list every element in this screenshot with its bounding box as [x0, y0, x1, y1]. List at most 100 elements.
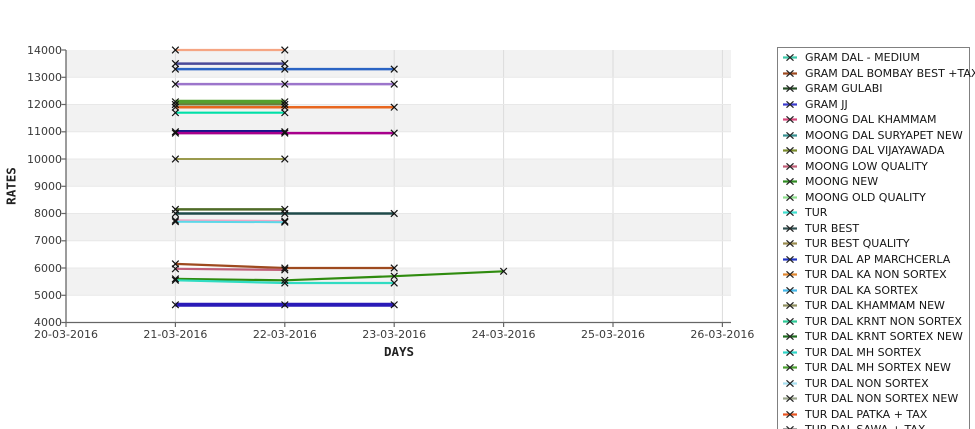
- y-tick-label: 11000: [27, 125, 62, 139]
- legend-item: GRAM GULABI: [782, 81, 969, 97]
- point-marker-x-icon: [171, 108, 180, 117]
- point-marker-x-icon: [281, 209, 289, 218]
- legend-marker-x-icon: [783, 100, 797, 108]
- legend-item-label: GRAM DAL - MEDIUM: [805, 51, 920, 65]
- point-marker-x-icon: [171, 209, 180, 218]
- y-tick-label: 14000: [27, 43, 62, 57]
- legend-item-label: MOONG LOW QUALITY: [805, 159, 928, 173]
- y-tick-label: 5000: [34, 288, 62, 302]
- legend-item-label: TUR BEST QUALITY: [805, 237, 910, 251]
- legend-marker-x-icon: [783, 131, 797, 139]
- plot-band: [66, 50, 731, 78]
- legend-item-label: TUR: [805, 206, 828, 220]
- point-marker-x-icon: [281, 129, 289, 137]
- plot-band: [66, 159, 731, 187]
- series-line: [175, 270, 504, 282]
- legend-item: TUR DAL MH SORTEX NEW: [782, 360, 969, 376]
- point-marker-x-icon: [171, 103, 180, 111]
- legend-marker-x-icon: [783, 209, 797, 217]
- point-marker-x-icon: [171, 100, 180, 109]
- point-marker-x-icon: [281, 217, 289, 225]
- point-marker-x-icon: [281, 98, 289, 106]
- point-marker-x-icon: [390, 65, 398, 73]
- point-marker-x-icon: [171, 275, 180, 283]
- y-tick-label: 4000: [34, 316, 62, 329]
- y-tick-label: 6000: [34, 261, 62, 275]
- legend-item-label: MOONG DAL KHAMMAM: [805, 113, 937, 127]
- legend-marker-x-icon: [783, 116, 797, 124]
- legend-item: TUR DAL SAWA + TAX: [782, 422, 969, 429]
- legend-marker-x-icon: [783, 395, 797, 403]
- x-tick-label: 21-03-2016: [143, 328, 208, 341]
- legend-item: MOONG DAL KHAMMAM: [782, 112, 969, 128]
- legend-item-label: TUR BEST: [805, 221, 860, 235]
- legend-item: TUR DAL KA NON SORTEX: [782, 267, 969, 283]
- plot-band: [66, 104, 731, 132]
- legend-item: TUR DAL MH SORTEX: [782, 345, 969, 361]
- legend-marker-x-icon: [783, 85, 797, 93]
- point-marker-x-icon: [171, 59, 180, 68]
- point-marker-x-icon: [281, 279, 289, 287]
- point-marker-x-icon: [281, 100, 289, 109]
- legend-item-label: TUR DAL KA SORTEX: [805, 283, 919, 297]
- legend-item: TUR DAL PATKA + TAX: [782, 407, 969, 423]
- legend-item: TUR DAL KRNT NON SORTEX: [782, 314, 969, 330]
- x-tick-label: 20-03-2016: [34, 328, 98, 341]
- legend-item-label: TUR DAL AP MARCHCERLA: [805, 252, 951, 266]
- legend-marker-x-icon: [783, 379, 797, 387]
- point-marker-x-icon: [281, 103, 289, 111]
- legend-marker-x-icon: [783, 271, 797, 279]
- legend-marker-x-icon: [783, 426, 797, 429]
- point-marker-x-icon: [390, 279, 398, 287]
- point-marker-x-icon: [390, 80, 398, 88]
- point-marker-x-icon: [281, 264, 289, 272]
- point-marker-x-icon: [390, 264, 398, 272]
- y-tick-label: 13000: [27, 70, 62, 84]
- legend-marker-x-icon: [783, 286, 797, 294]
- point-marker-x-icon: [281, 276, 289, 285]
- y-tick-label: 9000: [34, 179, 62, 193]
- legend-marker-x-icon: [783, 255, 797, 263]
- y-tick-label: 7000: [34, 234, 62, 248]
- legend-item: MOONG LOW QUALITY: [782, 159, 969, 175]
- legend-marker-x-icon: [783, 69, 797, 77]
- legend-marker-x-icon: [783, 240, 797, 248]
- legend-item-label: GRAM GULABI: [805, 82, 883, 96]
- point-marker-x-icon: [390, 209, 398, 218]
- legend-item-label: TUR DAL KA NON SORTEX: [805, 268, 947, 282]
- x-axis-title: DAYS: [383, 344, 415, 359]
- legend-marker-x-icon: [783, 410, 797, 418]
- series-line: [175, 219, 285, 223]
- point-marker-x-icon: [281, 218, 289, 226]
- legend-marker-x-icon: [783, 333, 797, 341]
- point-marker-x-icon: [281, 266, 289, 274]
- point-marker-x-icon: [281, 46, 289, 54]
- legend-item: MOONG OLD QUALITY: [782, 190, 969, 206]
- legend-item: TUR DAL AP MARCHCERLA: [782, 252, 969, 268]
- series-line: [175, 267, 285, 271]
- legend-item: MOONG DAL VIJAYAWADA: [782, 143, 969, 159]
- point-marker-x-icon: [281, 80, 289, 88]
- legend-item-label: MOONG DAL VIJAYAWADA: [805, 144, 945, 158]
- point-marker-x-icon: [171, 129, 180, 137]
- legend-marker-x-icon: [783, 364, 797, 372]
- x-tick-label: 22-03-2016: [252, 328, 317, 341]
- plot-band: [66, 213, 731, 241]
- x-tick-label: 25-03-2016: [581, 328, 645, 341]
- y-tick-label: 10000: [27, 152, 62, 166]
- legend-marker-x-icon: [783, 302, 797, 310]
- legend-item: MOONG DAL SURYAPET NEW: [782, 128, 969, 144]
- point-marker-x-icon: [171, 46, 180, 54]
- point-marker-x-icon: [171, 98, 180, 106]
- x-tick-label: 26-03-2016: [690, 328, 755, 341]
- point-marker-x-icon: [281, 127, 289, 136]
- legend-marker-x-icon: [783, 162, 797, 170]
- point-marker-x-icon: [499, 267, 508, 276]
- legend: GRAM DAL - MEDIUM GRAM DAL BOMBAY BEST +T…: [777, 47, 975, 429]
- legend-item-label: MOONG DAL SURYAPET NEW: [805, 128, 963, 142]
- point-marker-x-icon: [281, 65, 289, 73]
- legend-item-label: TUR DAL SAWA + TAX: [805, 423, 925, 429]
- legend-marker-x-icon: [783, 54, 797, 62]
